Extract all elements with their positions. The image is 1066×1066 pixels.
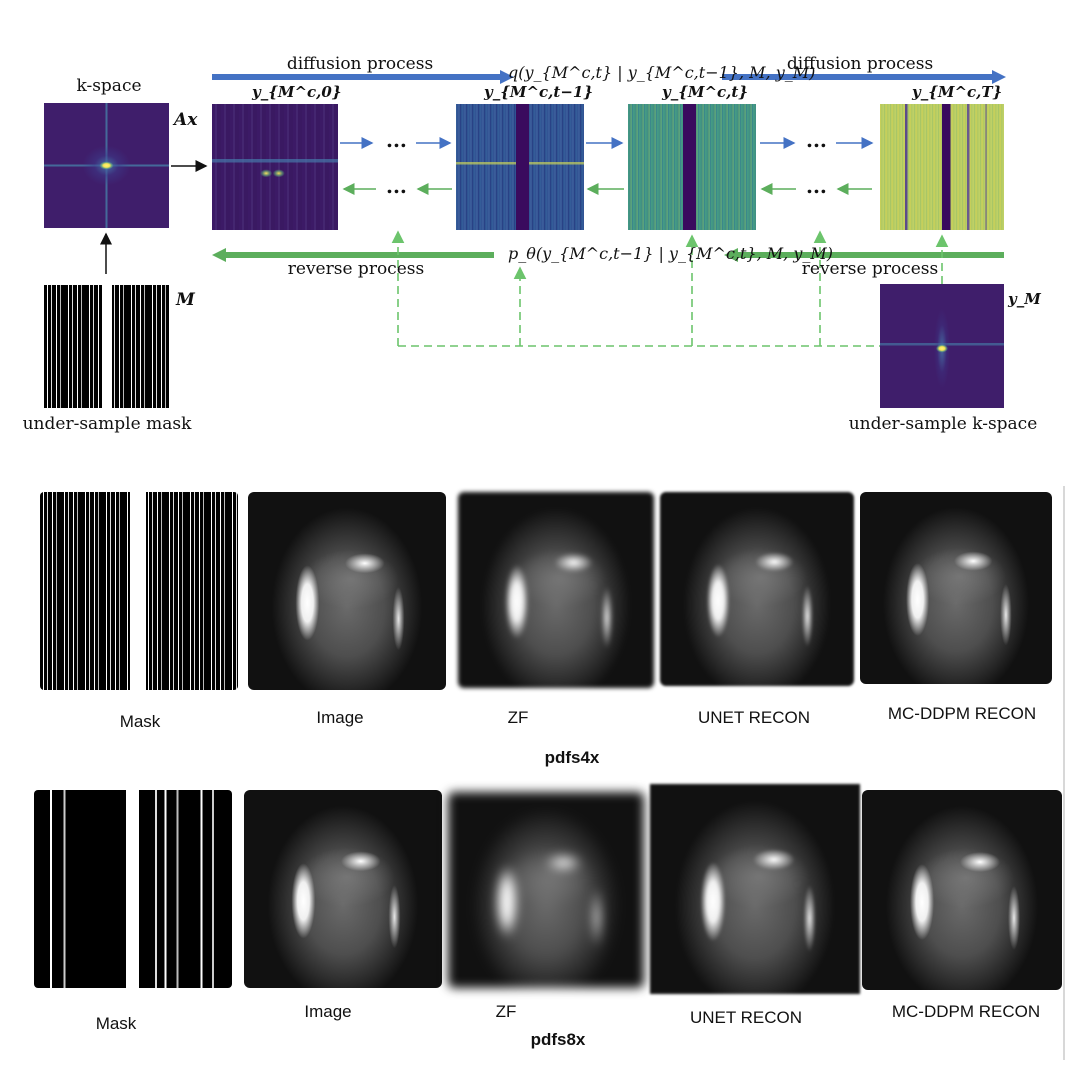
caption-image-8x: Image <box>304 1002 352 1021</box>
result-zf-8x <box>448 792 644 988</box>
result-mask-8x <box>34 790 232 988</box>
reverse-process-label-right: reverse process <box>801 259 939 279</box>
diffusion-process-label-right: diffusion process <box>786 54 934 74</box>
caption-unet-4x: UNET RECON <box>697 708 811 727</box>
result-image-8x <box>244 790 442 988</box>
state-image-yt-1 <box>456 104 584 230</box>
caption-mcddpm-8x: MC-DDPM RECON <box>891 1002 1041 1021</box>
state-image-y0 <box>212 104 338 230</box>
ellipsis: ... <box>386 128 407 152</box>
result-mcddpm-8x <box>862 790 1062 990</box>
ellipsis: ... <box>386 174 407 198</box>
conditioning-dashed-lines <box>391 230 949 347</box>
state-label-yt-1: y_{M^c,t−1} <box>484 83 593 101</box>
caption-mcddpm-4x: MC-DDPM RECON <box>887 704 1037 723</box>
caption-zf-8x: ZF <box>495 1002 517 1021</box>
mask-caption: under-sample mask <box>22 414 192 434</box>
ax-label: Ax <box>174 110 198 130</box>
result-mask-4x <box>40 492 238 690</box>
state-label-y0: y_{M^c,0} <box>252 83 342 101</box>
kspace-image <box>44 103 169 228</box>
q-formula: q(y_{M^c,t} | y_{M^c,t−1}, M, y_M) <box>508 63 816 82</box>
state-label-yT: y_{M^c,T} <box>912 83 1003 101</box>
row-title-pdfs4x: pdfs4x <box>544 748 600 767</box>
result-image-4x <box>248 492 446 690</box>
reverse-process-label-left: reverse process <box>287 259 425 279</box>
mask-image-diagram <box>44 285 169 408</box>
row-title-pdfs8x: pdfs8x <box>530 1030 586 1049</box>
kspace-caption: under-sample k-space <box>848 414 1038 434</box>
result-unet-8x <box>650 784 860 994</box>
caption-mask-8x: Mask <box>95 1014 137 1033</box>
caption-unet-8x: UNET RECON <box>689 1008 803 1027</box>
state-label-yt: y_{M^c,t} <box>662 83 748 101</box>
result-mcddpm-4x <box>860 492 1052 684</box>
m-label: M <box>176 290 195 310</box>
state-image-yT <box>880 104 1004 230</box>
caption-image-4x: Image <box>316 708 364 727</box>
caption-mask-4x: Mask <box>119 712 161 731</box>
ellipsis: ... <box>806 174 827 198</box>
state-image-yt <box>628 104 756 230</box>
result-unet-4x <box>660 492 854 686</box>
caption-zf-4x: ZF <box>507 708 529 727</box>
diffusion-process-label-left: diffusion process <box>286 54 434 74</box>
p-formula: p_θ(y_{M^c,t−1} | y_{M^c,t}, M, y_M) <box>508 244 833 263</box>
ym-label: y_M <box>1008 290 1041 308</box>
kspace-label: k-space <box>76 76 142 96</box>
result-zf-4x <box>458 492 654 688</box>
ellipsis: ... <box>806 128 827 152</box>
undersampled-kspace-image <box>880 284 1004 408</box>
